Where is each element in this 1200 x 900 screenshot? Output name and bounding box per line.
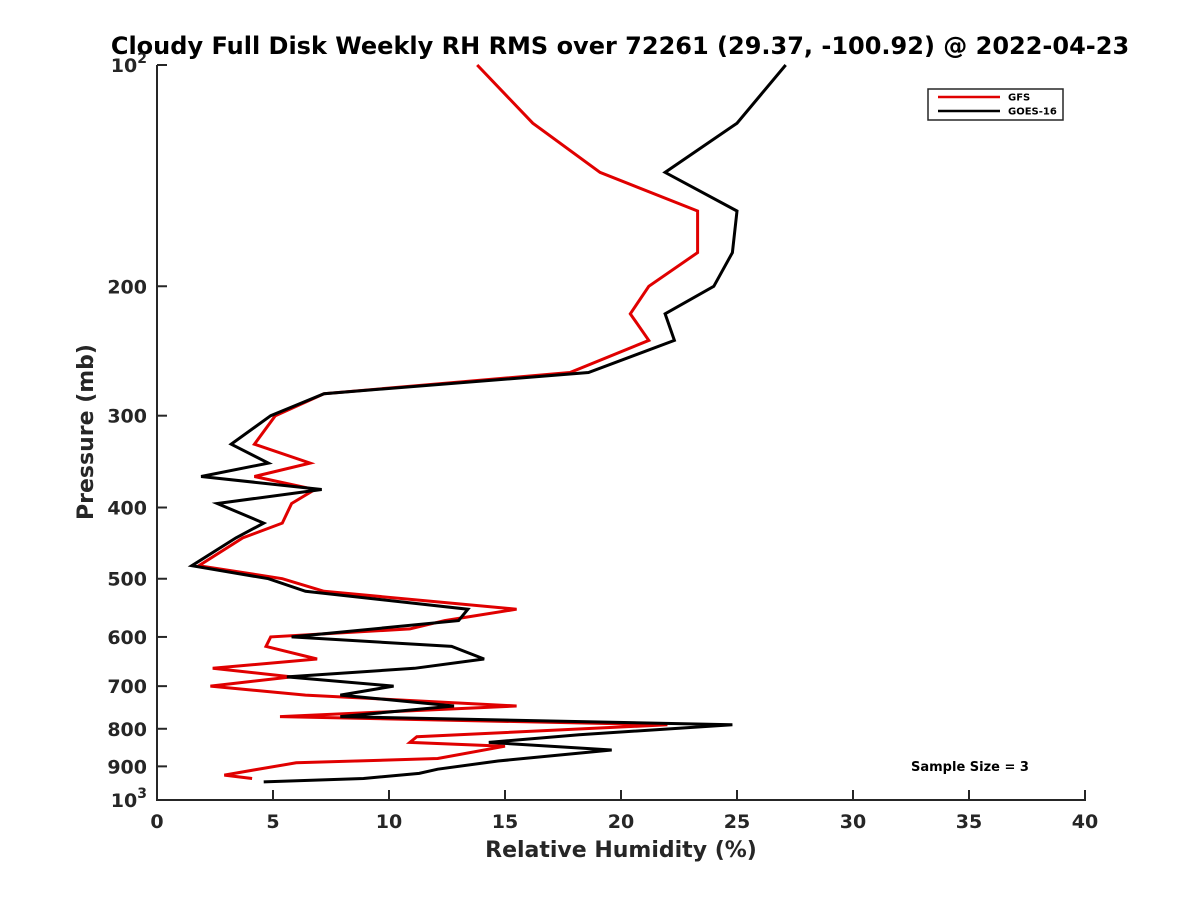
- y-axis-label: Pressure (mb): [74, 344, 99, 520]
- x-tick-label: 15: [492, 811, 518, 833]
- axes: [156, 65, 1086, 801]
- x-tick-label: 0: [150, 811, 163, 833]
- y-tick-label: 600: [107, 627, 147, 649]
- sample-size-annotation: Sample Size = 3: [911, 760, 1029, 775]
- x-tick-label: 30: [840, 811, 866, 833]
- chart-title: Cloudy Full Disk Weekly RH RMS over 7226…: [111, 32, 1129, 60]
- y-tick-label: 700: [107, 676, 147, 698]
- y-tick-label: 200: [107, 276, 147, 298]
- y-tick-label: 400: [107, 498, 147, 520]
- x-ticks: 0 5 10 15 20 25 30 35 40: [150, 790, 1098, 833]
- y-tick-label: 103: [111, 786, 147, 812]
- x-tick-label: 25: [724, 811, 750, 833]
- series-line-goes-16: [187, 64, 787, 784]
- y-tick-label: 900: [107, 756, 147, 778]
- x-tick-label: 10: [376, 811, 402, 833]
- legend: GFS GOES-16: [927, 88, 1064, 121]
- y-tick-label: 800: [107, 719, 147, 741]
- y-tick-label: 300: [107, 406, 147, 428]
- series-line-gfs: [194, 63, 700, 780]
- x-axis-label: Relative Humidity (%): [485, 838, 757, 863]
- legend-label-gfs: GFS: [1008, 93, 1030, 104]
- y-ticks: 102 200 300 400 500 600 700 800 900 103: [107, 51, 167, 812]
- x-tick-label: 5: [266, 811, 279, 833]
- x-tick-label: 20: [608, 811, 634, 833]
- x-tick-label: 35: [956, 811, 982, 833]
- x-tick-label: 40: [1072, 811, 1098, 833]
- y-tick-label: 500: [107, 569, 147, 591]
- y-tick-label: 102: [111, 51, 147, 77]
- legend-label-goes-16: GOES-16: [1008, 107, 1057, 118]
- series-lines: [187, 63, 787, 784]
- legend-box: [927, 88, 1064, 121]
